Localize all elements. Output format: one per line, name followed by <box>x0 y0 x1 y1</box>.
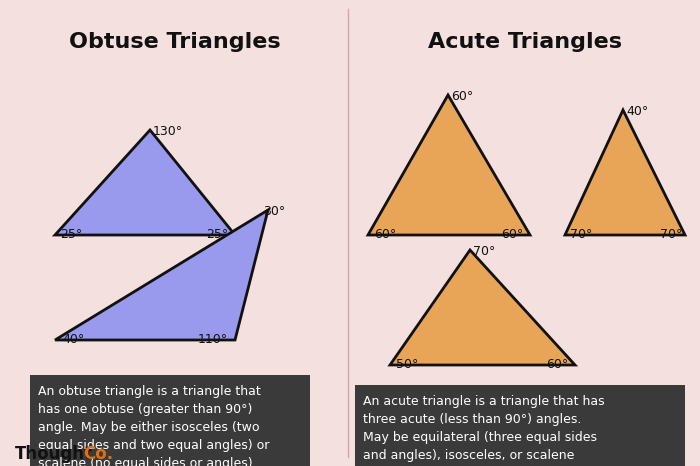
Polygon shape <box>55 130 235 235</box>
Text: 130°: 130° <box>153 125 183 138</box>
Text: 60°: 60° <box>546 358 568 371</box>
Text: 40°: 40° <box>62 333 84 346</box>
Polygon shape <box>368 95 530 235</box>
Text: Thought: Thought <box>15 445 93 463</box>
Text: 40°: 40° <box>626 105 648 118</box>
Text: 60°: 60° <box>451 90 473 103</box>
Text: An acute triangle is a triangle that has
three acute (less than 90°) angles.
May: An acute triangle is a triangle that has… <box>363 395 605 462</box>
Text: 60°: 60° <box>374 228 396 241</box>
Text: 50°: 50° <box>396 358 419 371</box>
Text: 70°: 70° <box>473 245 496 258</box>
Polygon shape <box>390 250 575 365</box>
Text: 60°: 60° <box>500 228 523 241</box>
Text: 70°: 70° <box>570 228 592 241</box>
Text: 25°: 25° <box>206 228 228 241</box>
Text: 25°: 25° <box>60 228 83 241</box>
Text: 30°: 30° <box>263 205 286 218</box>
Text: 110°: 110° <box>198 333 228 346</box>
Polygon shape <box>565 110 685 235</box>
Polygon shape <box>55 210 268 340</box>
Text: Co.: Co. <box>83 445 113 463</box>
Bar <box>355 385 685 466</box>
Text: Acute Triangles: Acute Triangles <box>428 32 622 52</box>
Bar <box>30 375 310 466</box>
Text: Obtuse Triangles: Obtuse Triangles <box>69 32 281 52</box>
Text: 70°: 70° <box>659 228 682 241</box>
Text: An obtuse triangle is a triangle that
has one obtuse (greater than 90°)
angle. M: An obtuse triangle is a triangle that ha… <box>38 385 270 466</box>
